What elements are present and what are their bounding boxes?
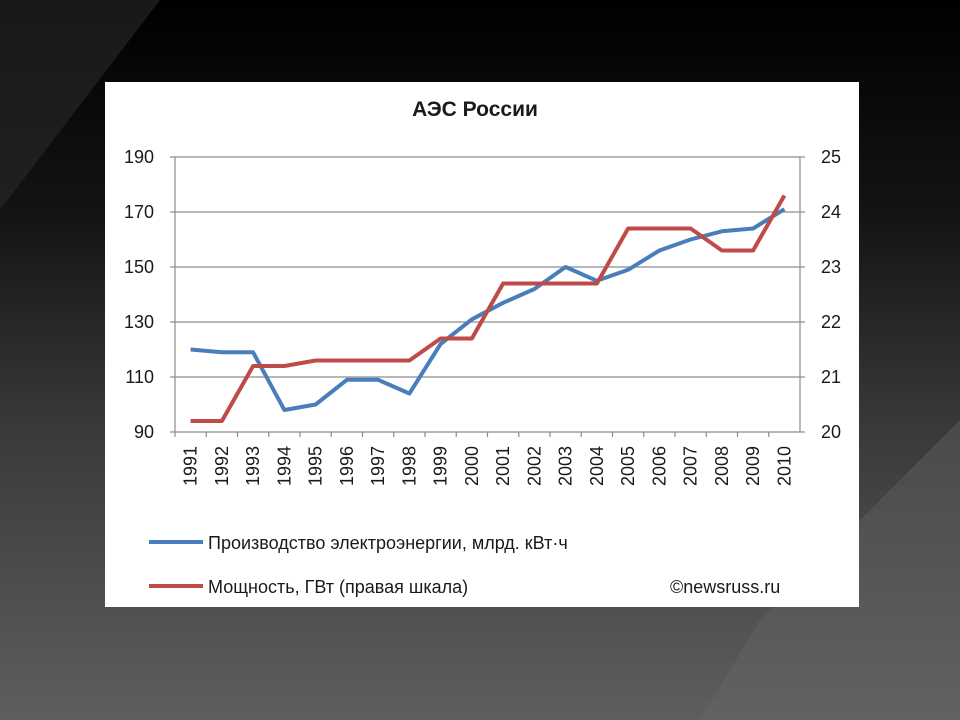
right-tick-label: 22 (821, 312, 841, 332)
axes (170, 156, 805, 437)
left-tick-label: 90 (134, 422, 154, 442)
chart-card: АЭС России 190 170 150 130 110 90 25 24 23 22 21 2… (105, 82, 859, 607)
x-tick-label: 1991 (181, 446, 201, 486)
right-tick-label: 21 (821, 367, 841, 387)
right-axis-ticks: 25 24 23 22 21 20 (821, 147, 841, 442)
x-tick-label: 2004 (587, 446, 607, 486)
x-tick-label: 2008 (712, 446, 732, 486)
gridlines (175, 156, 800, 378)
chart-title: АЭС России (412, 98, 538, 121)
x-tick-label: 1997 (368, 446, 388, 486)
x-axis-ticks: 1991 1992 1993 1994 1995 1996 1997 1998 1999 2000… (181, 446, 795, 486)
left-tick-label: 150 (124, 257, 154, 277)
x-tick-label: 2005 (618, 446, 638, 486)
left-axis-ticks: 190 170 150 130 110 90 (124, 147, 154, 442)
source-note: ©newsruss.ru (670, 577, 780, 597)
x-tick-label: 1994 (274, 446, 294, 486)
left-tick-label: 190 (124, 147, 154, 167)
legend-label-production: Производство электроэнергии, млрд. кВт·ч (208, 533, 568, 553)
series-line-1 (190, 194, 787, 423)
x-tick-label: 2006 (649, 446, 669, 486)
x-tick-label: 1998 (399, 446, 419, 486)
x-tick-label: 1995 (306, 446, 326, 486)
x-tick-label: 2002 (524, 446, 544, 486)
x-tick-label: 2003 (556, 446, 576, 486)
x-tick-label: 2010 (774, 446, 794, 486)
left-tick-label: 170 (124, 202, 154, 222)
series-lines (190, 194, 787, 423)
right-tick-label: 20 (821, 422, 841, 442)
x-tick-label: 2001 (493, 446, 513, 486)
x-tick-label: 2000 (462, 446, 482, 486)
right-tick-label: 23 (821, 257, 841, 277)
legend: Производство электроэнергии, млрд. кВт·ч… (149, 533, 568, 597)
left-tick-label: 110 (125, 367, 154, 387)
x-tick-label: 2007 (681, 446, 701, 486)
x-tick-label: 1992 (212, 446, 232, 486)
right-tick-label: 25 (821, 147, 841, 167)
x-tick-label: 1999 (431, 446, 451, 486)
x-tick-label: 2009 (743, 446, 763, 486)
legend-label-capacity: Мощность, ГВт (правая шкала) (208, 577, 468, 597)
x-tick-label: 1993 (243, 446, 263, 486)
left-tick-label: 130 (124, 312, 154, 332)
x-tick-label: 1996 (337, 446, 357, 486)
background-shape-left (0, 0, 160, 210)
right-tick-label: 24 (821, 202, 841, 222)
